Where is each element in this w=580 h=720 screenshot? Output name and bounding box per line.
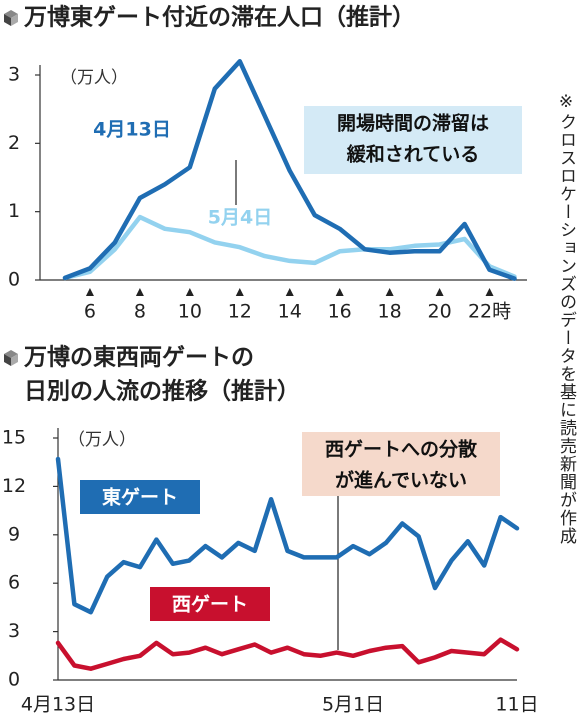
x-tick-label: 5月1日 — [322, 694, 384, 716]
x-tick-label: 12 — [228, 301, 252, 323]
y-tick-label: 12 — [2, 475, 26, 497]
x-tick-mark — [235, 288, 244, 296]
x-tick-label: 20 — [427, 301, 451, 323]
series-line — [62, 59, 517, 281]
annotation-text: 緩和されている — [346, 143, 479, 166]
series-label: 4月13日 — [93, 119, 171, 141]
x-tick-mark — [335, 288, 344, 296]
y-tick-label: 15 — [2, 427, 26, 449]
series-label: 西ゲート — [172, 594, 248, 616]
source-note: ※クロスロケーションズのデータを基に読売新聞が作成 — [556, 92, 577, 545]
series-label: 5月4日 — [208, 207, 272, 229]
annotation-text: 開場時間の滞留は — [337, 113, 489, 135]
x-tick-label: 10 — [178, 301, 202, 323]
y-tick-label: 3 — [8, 620, 20, 642]
x-tick-mark — [385, 288, 394, 296]
series-label: 東ゲート — [102, 486, 178, 509]
y-tick-label: 9 — [8, 523, 20, 545]
x-tick-label: 16 — [328, 301, 352, 323]
chart-title: 日別の人流の推移（推計） — [24, 378, 300, 405]
x-tick-mark — [135, 288, 144, 296]
x-tick-label: 14 — [278, 301, 302, 323]
series-label-box — [80, 480, 200, 514]
series-line — [55, 637, 520, 671]
annotation-box — [302, 432, 500, 496]
chart-title: 万博東ゲート付近の滞在人口（推計） — [24, 4, 415, 31]
x-tick-mark — [285, 288, 294, 296]
x-tick-mark — [85, 288, 94, 296]
y-tick-label: 6 — [8, 572, 20, 594]
x-tick-label: 11日 — [495, 694, 538, 716]
y-axis-unit: （万人） — [68, 430, 136, 450]
x-tick-label: 18 — [378, 301, 402, 323]
annotation-text: が進んでいない — [335, 469, 467, 492]
annotation-text: 西ゲートへの分散 — [325, 438, 477, 461]
x-tick-label: 4月13日 — [21, 694, 95, 716]
series-line — [62, 214, 517, 281]
x-tick-mark — [485, 288, 494, 296]
x-tick-label: 6 — [84, 301, 96, 323]
y-tick-label: 2 — [8, 132, 20, 154]
title-icon — [4, 350, 18, 366]
title-icon — [4, 10, 18, 26]
y-tick-label: 0 — [8, 669, 20, 691]
y-axis-unit: （万人） — [60, 68, 128, 88]
chart-title: 万博の東西両ゲートの — [24, 344, 254, 371]
annotation-box — [304, 106, 522, 174]
x-tick-label: 8 — [134, 301, 146, 323]
chart: 万博東ゲート付近の滞在人口（推計）（万人）6 8 10 12 14 16 18 20 22時01… — [8, 4, 527, 323]
x-tick-mark — [435, 288, 444, 296]
x-tick-label: 22時 — [468, 301, 511, 323]
x-tick-mark — [185, 288, 194, 296]
y-tick-label: 1 — [8, 200, 20, 222]
y-tick-label: 3 — [8, 64, 20, 86]
y-tick-label: 0 — [8, 269, 20, 291]
series-line — [55, 456, 520, 615]
series-label-box — [150, 587, 270, 621]
